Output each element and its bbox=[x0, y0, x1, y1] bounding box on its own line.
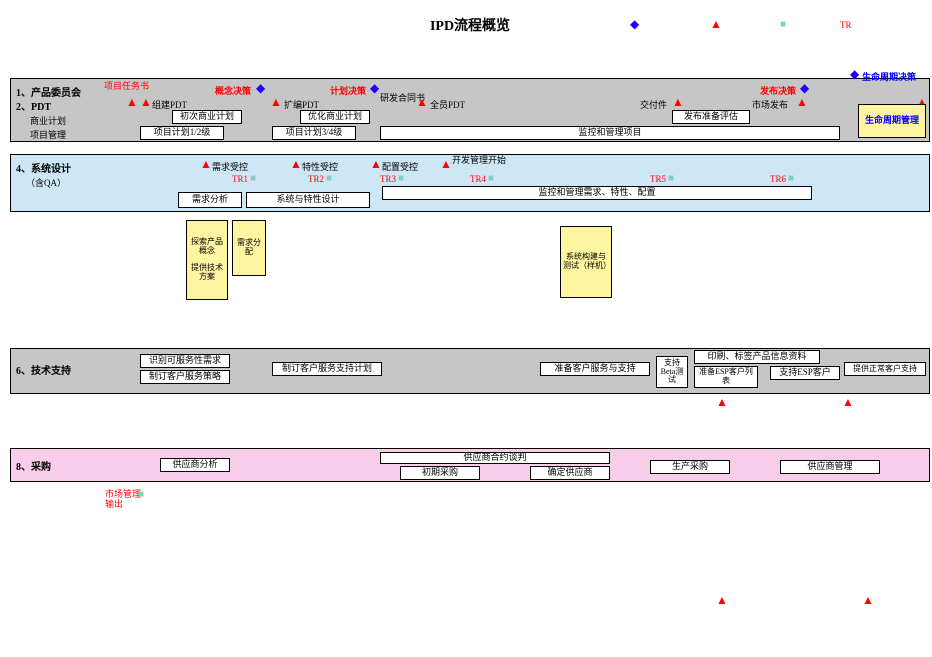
marker-tri: ▲ bbox=[862, 594, 874, 606]
row-label-procurement: 8、采购 bbox=[16, 458, 51, 473]
concept-decision-icon: ◆ bbox=[256, 82, 265, 94]
tr6-label: TR6 bbox=[770, 174, 786, 184]
tr3-label: TR3 bbox=[380, 174, 396, 184]
plan-decision-label: 计划决策 bbox=[330, 84, 366, 97]
prepare-esp-box: 准备ESP客户列表 bbox=[694, 366, 758, 388]
tr-sq-icon: ■ bbox=[326, 174, 332, 184]
monitor-req-box: 监控和管理需求、特性、配置 bbox=[382, 186, 812, 200]
init-biz-box: 初次商业计划 bbox=[172, 110, 242, 124]
initial-purchase-box: 初期采购 bbox=[400, 466, 480, 480]
legend-triangle-icon: ▲ bbox=[710, 18, 722, 30]
marker-tri: ▲ bbox=[672, 96, 684, 108]
marker-tri: ▲ bbox=[140, 96, 152, 108]
prepare-support-box: 准备客户服务与支持 bbox=[540, 362, 650, 376]
tr-sq-icon: ■ bbox=[250, 174, 256, 184]
marker-tri: ▲ bbox=[716, 396, 728, 408]
dev-mgmt-label: 开发管理开始 bbox=[452, 156, 506, 165]
marker-tri: ▲ bbox=[290, 158, 302, 170]
marker-tri: ▲ bbox=[440, 158, 452, 170]
marker-tri: ▲ bbox=[200, 158, 212, 170]
tr5-label: TR5 bbox=[650, 174, 666, 184]
service-support-plan-box: 制订客户服务支持计划 bbox=[272, 362, 382, 376]
lifecycle-decision-label: 生命周期决策 bbox=[862, 70, 916, 83]
provide-tech-text: 提供技术方案 bbox=[189, 264, 225, 282]
explore-concept-box: 探索产品概念 提供技术方案 bbox=[186, 220, 228, 300]
production-purchase-box: 生产采购 bbox=[650, 460, 730, 474]
provide-normal-box: 提供正常客户支持 bbox=[844, 362, 926, 376]
confirm-supplier-box: 确定供应商 bbox=[530, 466, 610, 480]
marker-tri: ▲ bbox=[416, 96, 428, 108]
top-right-diamond-icon: ◆ bbox=[850, 68, 859, 80]
supplier-negotiate-box: 供应商合约谈判 bbox=[380, 452, 610, 464]
proj-plan12-box: 项目计划1/2级 bbox=[140, 126, 224, 140]
tr-sq-icon: ■ bbox=[668, 174, 674, 184]
plan-decision-icon: ◆ bbox=[370, 82, 379, 94]
customer-plan-box: 制订客户服务策略 bbox=[140, 370, 230, 384]
page-title: IPD流程概览 bbox=[400, 15, 540, 35]
row-label-qa: （含QA） bbox=[26, 176, 66, 189]
legend-tr-label: TR bbox=[840, 20, 852, 30]
row-label-pm: 项目管理 bbox=[30, 128, 66, 141]
sys-test-box: 系统构建与测试（样机） bbox=[560, 226, 612, 298]
row-label-task: 项目任务书 bbox=[104, 82, 149, 91]
concept-decision-label: 概念决策 bbox=[215, 84, 251, 97]
marker-tri: ▲ bbox=[716, 594, 728, 606]
tr-sq-icon: ■ bbox=[788, 174, 794, 184]
row-label-committee: 1、产品委员会 bbox=[16, 84, 81, 99]
row-label-sysdesign: 4、系统设计 bbox=[16, 160, 71, 175]
tr-sq-icon: ■ bbox=[488, 174, 494, 184]
supplier-analysis-box: 供应商分析 bbox=[160, 458, 230, 472]
req-alloc-box: 需求分配 bbox=[232, 220, 266, 276]
release-decision-label: 发布决策 bbox=[760, 84, 796, 97]
tr1-label: TR1 bbox=[232, 174, 248, 184]
all-pdt-label: 全员PDT bbox=[430, 98, 465, 111]
marker-tri: ▲ bbox=[796, 96, 808, 108]
legend-diamond-icon: ◆ bbox=[630, 18, 639, 30]
lifecycle-mgmt-box: 生命周期管理 bbox=[858, 104, 926, 138]
row-label-biz: 商业计划 bbox=[30, 114, 66, 127]
legend-square-icon: ■ bbox=[780, 20, 786, 30]
release-prep-box: 发布准备评估 bbox=[672, 110, 750, 124]
deliverable-label: 交付件 bbox=[640, 98, 667, 111]
marker-tri: ▲ bbox=[126, 96, 138, 108]
proj-plan34-box: 项目计划3/4级 bbox=[272, 126, 356, 140]
support-beta-box: 支持Beta测试 bbox=[656, 356, 688, 388]
tr-sq-icon: ■ bbox=[398, 174, 404, 184]
supplier-mgmt-box: 供应商管理 bbox=[780, 460, 880, 474]
row-label-tech-support: 6、技术支持 bbox=[16, 362, 71, 377]
sys-feat-design-box: 系统与特性设计 bbox=[246, 192, 370, 208]
monitor-proj-box: 监控和管理项目 bbox=[380, 126, 840, 140]
tr4-label: TR4 bbox=[470, 174, 486, 184]
marker-tri: ▲ bbox=[370, 158, 382, 170]
config-accept-label: 配置受控 bbox=[382, 160, 418, 173]
opt-biz-box: 优化商业计划 bbox=[300, 110, 370, 124]
identify-service-box: 识别可服务性需求 bbox=[140, 354, 230, 368]
tr2-label: TR2 bbox=[308, 174, 324, 184]
row-label-pdt: 2、PDT bbox=[16, 98, 51, 113]
marker-tri: ▲ bbox=[842, 396, 854, 408]
support-esp-box: 支持ESP客户 bbox=[770, 366, 840, 380]
market-release-label: 市场发布 bbox=[752, 98, 788, 111]
req-accept-label: 需求受控 bbox=[212, 160, 248, 173]
feat-accept-label: 特性受控 bbox=[302, 160, 338, 173]
market-output-icon: ■ bbox=[138, 490, 144, 500]
marker-tri: ▲ bbox=[270, 96, 282, 108]
print-info-box: 印刷、标签产品信息资料 bbox=[694, 350, 820, 364]
release-decision-icon: ◆ bbox=[800, 82, 809, 94]
req-analysis-box: 需求分析 bbox=[178, 192, 242, 208]
explore-concept-text: 探索产品概念 bbox=[189, 238, 225, 256]
